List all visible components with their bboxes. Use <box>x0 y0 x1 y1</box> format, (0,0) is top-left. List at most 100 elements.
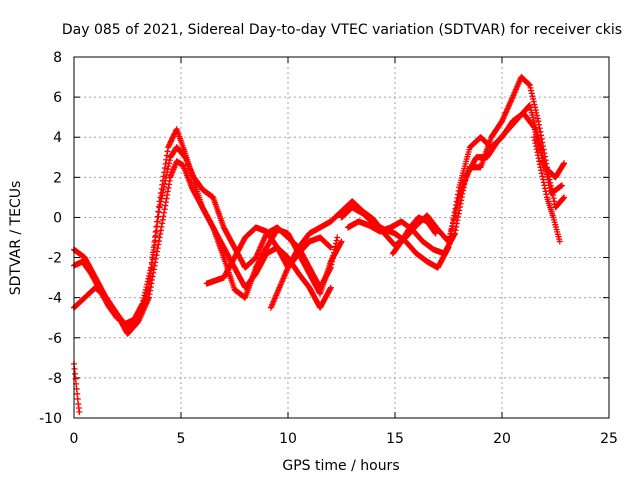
series-track-10 <box>531 134 563 245</box>
plus-marker <box>547 182 554 189</box>
plus-marker <box>541 153 548 160</box>
data-markers <box>71 74 568 415</box>
plus-marker <box>151 239 158 246</box>
x-tick-label: 10 <box>279 431 297 447</box>
plus-marker <box>534 115 541 122</box>
plus-marker <box>550 195 557 202</box>
plus-marker <box>530 98 537 105</box>
plus-marker <box>538 135 545 142</box>
plus-marker <box>144 281 151 288</box>
plus-marker <box>73 385 80 392</box>
plus-marker <box>532 104 539 111</box>
y-tick-label: 4 <box>53 130 62 146</box>
y-tick-label: -2 <box>48 251 62 267</box>
plus-marker <box>140 295 147 302</box>
plus-marker <box>546 176 553 183</box>
plus-marker <box>560 161 567 168</box>
plus-marker <box>159 181 166 188</box>
plus-marker <box>157 194 164 201</box>
plus-marker <box>162 160 169 167</box>
plus-marker <box>146 272 153 279</box>
plus-marker <box>138 301 145 308</box>
plus-marker <box>532 107 539 114</box>
plus-marker <box>161 165 168 172</box>
plus-marker <box>545 173 552 180</box>
plus-marker <box>547 179 554 186</box>
plus-marker <box>142 289 149 296</box>
plus-marker <box>150 244 157 251</box>
plus-marker <box>158 185 165 192</box>
plus-marker <box>154 213 161 220</box>
plus-marker <box>76 408 83 415</box>
plus-marker <box>529 93 536 100</box>
y-tick-label: -8 <box>48 371 62 387</box>
plus-marker <box>153 218 160 225</box>
y-tick-label: 6 <box>53 90 62 106</box>
y-tick-label: -4 <box>48 291 62 307</box>
y-tick-label: 0 <box>53 210 62 226</box>
plus-marker <box>139 300 146 307</box>
y-tick-label: -6 <box>48 331 62 347</box>
plus-marker <box>145 275 152 282</box>
plus-marker <box>140 297 147 304</box>
plus-marker <box>153 223 160 230</box>
x-axis-label: GPS time / hours <box>282 458 399 474</box>
plus-marker <box>338 238 345 245</box>
plus-marker <box>561 160 568 167</box>
x-tick-label: 15 <box>386 431 404 447</box>
plus-marker <box>160 173 167 180</box>
plus-marker <box>163 156 170 163</box>
plus-marker <box>533 109 540 116</box>
plus-marker <box>540 146 547 153</box>
series-track-3 <box>71 126 345 327</box>
plus-marker <box>74 390 81 397</box>
y-tick-label: 8 <box>53 50 62 66</box>
plus-marker <box>537 128 544 135</box>
plus-marker <box>534 112 541 119</box>
plus-marker <box>545 170 552 177</box>
plus-marker <box>71 365 78 372</box>
plus-marker <box>528 90 535 97</box>
plus-marker <box>526 82 533 89</box>
series-track-5 <box>267 234 334 311</box>
x-tick-label: 25 <box>600 431 618 447</box>
plus-marker <box>536 121 543 128</box>
plus-marker <box>327 244 334 251</box>
plus-marker <box>155 208 162 215</box>
plus-marker <box>538 132 545 139</box>
plus-marker <box>74 395 81 402</box>
plus-marker <box>327 284 334 291</box>
y-tick-label: 2 <box>53 170 62 186</box>
series-track-9 <box>389 214 439 257</box>
plus-marker <box>551 198 558 205</box>
plus-marker <box>156 198 163 205</box>
series-track-4 <box>203 198 356 287</box>
plus-marker <box>72 370 79 377</box>
plus-marker <box>560 195 567 202</box>
x-tick-label: 5 <box>177 431 186 447</box>
plus-marker <box>164 148 171 155</box>
plot-frame <box>73 56 610 419</box>
plus-marker <box>432 229 439 236</box>
plus-marker <box>143 284 150 291</box>
plus-marker <box>152 228 159 235</box>
y-tick-label: -10 <box>39 411 62 427</box>
plus-marker <box>159 177 166 184</box>
plus-marker <box>558 182 565 189</box>
y-axis-label: SDTVAR / TECUs <box>8 181 24 296</box>
plus-marker <box>148 259 155 266</box>
plus-marker <box>148 264 155 271</box>
plus-marker <box>549 188 556 195</box>
plus-marker <box>541 150 548 157</box>
plus-marker <box>157 190 164 197</box>
plus-marker <box>531 101 538 108</box>
plus-marker <box>539 143 546 150</box>
plus-marker <box>535 118 542 125</box>
plus-marker <box>528 87 535 94</box>
plus-marker <box>334 234 341 241</box>
plus-marker <box>561 194 568 201</box>
plus-marker <box>141 292 148 299</box>
plus-marker <box>155 203 162 210</box>
x-tick-labels: 0 5 10 15 20 25 <box>70 431 618 447</box>
